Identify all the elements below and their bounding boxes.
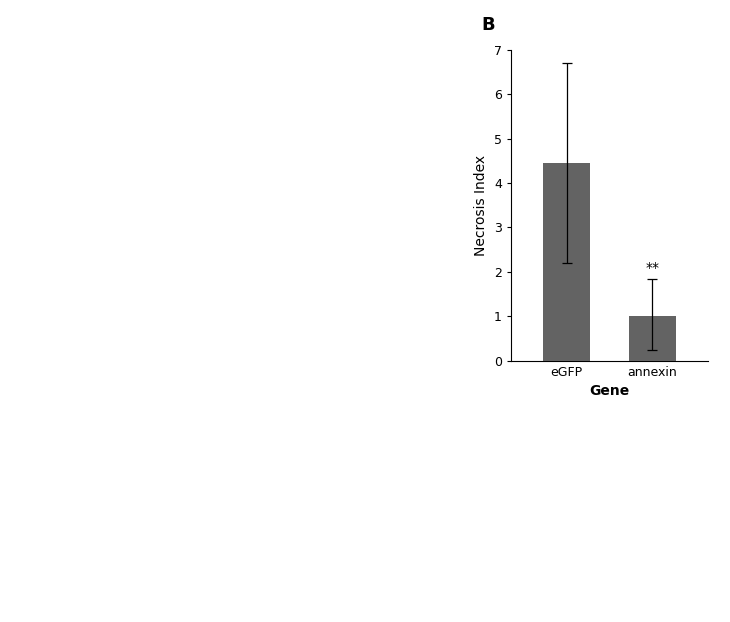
Bar bbox=[629, 317, 676, 361]
Text: **: ** bbox=[645, 261, 659, 276]
X-axis label: Gene: Gene bbox=[589, 384, 630, 398]
Text: B: B bbox=[482, 16, 496, 34]
Bar bbox=[543, 163, 591, 361]
Y-axis label: Necrosis Index: Necrosis Index bbox=[474, 155, 488, 256]
